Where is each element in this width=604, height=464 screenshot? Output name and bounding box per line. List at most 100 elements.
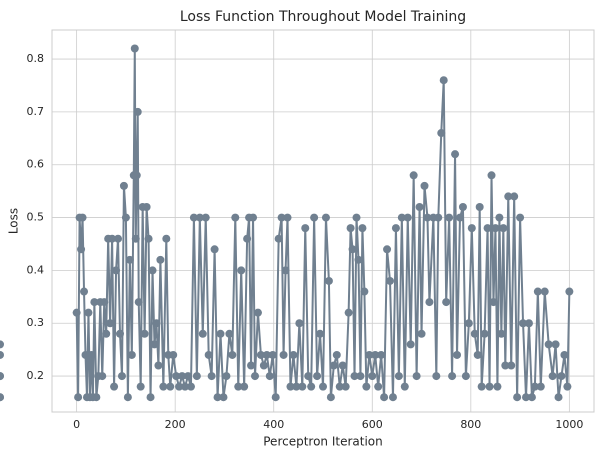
loss-marker bbox=[329, 361, 338, 370]
loss-marker bbox=[483, 224, 492, 233]
loss-marker bbox=[169, 350, 178, 359]
loss-marker bbox=[72, 308, 81, 317]
loss-marker bbox=[117, 372, 126, 381]
loss-marker bbox=[162, 234, 171, 243]
loss-marker bbox=[332, 350, 341, 359]
loss-marker bbox=[551, 340, 560, 349]
loss-marker bbox=[406, 340, 415, 349]
loss-marker bbox=[166, 382, 175, 391]
loss-marker bbox=[464, 319, 473, 328]
loss-marker bbox=[154, 361, 163, 370]
loss-marker bbox=[445, 213, 454, 222]
loss-marker bbox=[172, 372, 181, 381]
loss-marker bbox=[286, 382, 295, 391]
loss-marker bbox=[240, 382, 249, 391]
loss-marker bbox=[259, 361, 268, 370]
loss-marker bbox=[415, 202, 424, 211]
loss-marker bbox=[298, 382, 307, 391]
loss-marker bbox=[90, 298, 99, 307]
loss-marker bbox=[234, 382, 243, 391]
loss-marker bbox=[507, 361, 516, 370]
loss-marker bbox=[544, 340, 553, 349]
x-tick-label: 200 bbox=[165, 418, 186, 431]
loss-marker bbox=[501, 361, 510, 370]
loss-marker bbox=[524, 319, 533, 328]
loss-marker bbox=[216, 329, 225, 338]
loss-marker bbox=[183, 372, 192, 381]
loss-marker bbox=[301, 224, 310, 233]
loss-marker bbox=[499, 224, 508, 233]
loss-marker bbox=[213, 393, 222, 402]
loss-marker bbox=[219, 393, 228, 402]
loss-marker bbox=[146, 393, 155, 402]
loss-marker bbox=[195, 213, 204, 222]
loss-marker bbox=[186, 382, 195, 391]
loss-marker bbox=[87, 350, 96, 359]
loss-marker bbox=[134, 298, 143, 307]
x-tick-label: 800 bbox=[460, 418, 481, 431]
loss-marker bbox=[348, 245, 357, 254]
loss-marker bbox=[522, 393, 531, 402]
loss-marker bbox=[344, 308, 353, 317]
loss-marker bbox=[159, 382, 168, 391]
loss-marker bbox=[491, 224, 500, 233]
loss-marker bbox=[448, 372, 457, 381]
loss-marker bbox=[175, 382, 184, 391]
loss-marker bbox=[0, 372, 4, 381]
loss-marker bbox=[253, 308, 262, 317]
loss-marker bbox=[125, 255, 134, 264]
loss-marker bbox=[358, 224, 367, 233]
x-tick-label: 0 bbox=[73, 418, 80, 431]
loss-marker bbox=[204, 350, 213, 359]
loss-marker bbox=[283, 213, 292, 222]
y-tick-label: 0.6 bbox=[27, 158, 45, 171]
loss-marker bbox=[439, 76, 448, 85]
loss-marker bbox=[477, 382, 486, 391]
loss-marker bbox=[0, 350, 4, 359]
loss-marker bbox=[380, 393, 389, 402]
loss-marker bbox=[374, 382, 383, 391]
loss-marker bbox=[536, 382, 545, 391]
loss-marker bbox=[451, 150, 460, 159]
loss-marker bbox=[350, 372, 359, 381]
loss-marker bbox=[371, 350, 380, 359]
loss-marker bbox=[383, 245, 392, 254]
loss-marker bbox=[74, 393, 83, 402]
loss-marker bbox=[237, 266, 246, 275]
loss-marker bbox=[354, 255, 363, 264]
loss-marker bbox=[533, 287, 542, 296]
loss-marker bbox=[513, 393, 522, 402]
loss-marker bbox=[510, 192, 519, 201]
loss-marker bbox=[377, 350, 386, 359]
loss-marker bbox=[548, 372, 557, 381]
loss-marker bbox=[467, 224, 476, 233]
loss-marker bbox=[136, 382, 145, 391]
loss-marker bbox=[100, 298, 109, 307]
loss-marker bbox=[279, 350, 288, 359]
loss-marker bbox=[77, 245, 86, 254]
loss-marker bbox=[119, 181, 128, 190]
loss-marker bbox=[554, 393, 563, 402]
loss-marker bbox=[458, 202, 467, 211]
loss-marker bbox=[519, 319, 528, 328]
loss-marker bbox=[480, 329, 489, 338]
loss-marker bbox=[150, 340, 159, 349]
loss-marker bbox=[81, 350, 90, 359]
loss-marker bbox=[326, 393, 335, 402]
loss-marker bbox=[565, 287, 574, 296]
loss-marker bbox=[434, 213, 443, 222]
loss-marker bbox=[489, 298, 498, 307]
loss-marker bbox=[362, 382, 371, 391]
loss-marker bbox=[388, 393, 397, 402]
y-tick-label: 0.8 bbox=[27, 52, 45, 65]
loss-marker bbox=[461, 372, 470, 381]
loss-marker bbox=[310, 213, 319, 222]
loss-marker bbox=[108, 234, 117, 243]
x-tick-label: 1000 bbox=[555, 418, 583, 431]
loss-marker bbox=[319, 382, 327, 391]
loss-marker bbox=[356, 372, 365, 381]
loss-marker bbox=[437, 129, 446, 138]
loss-marker bbox=[386, 276, 395, 285]
loss-marker bbox=[0, 340, 4, 349]
loss-marker bbox=[412, 372, 421, 381]
